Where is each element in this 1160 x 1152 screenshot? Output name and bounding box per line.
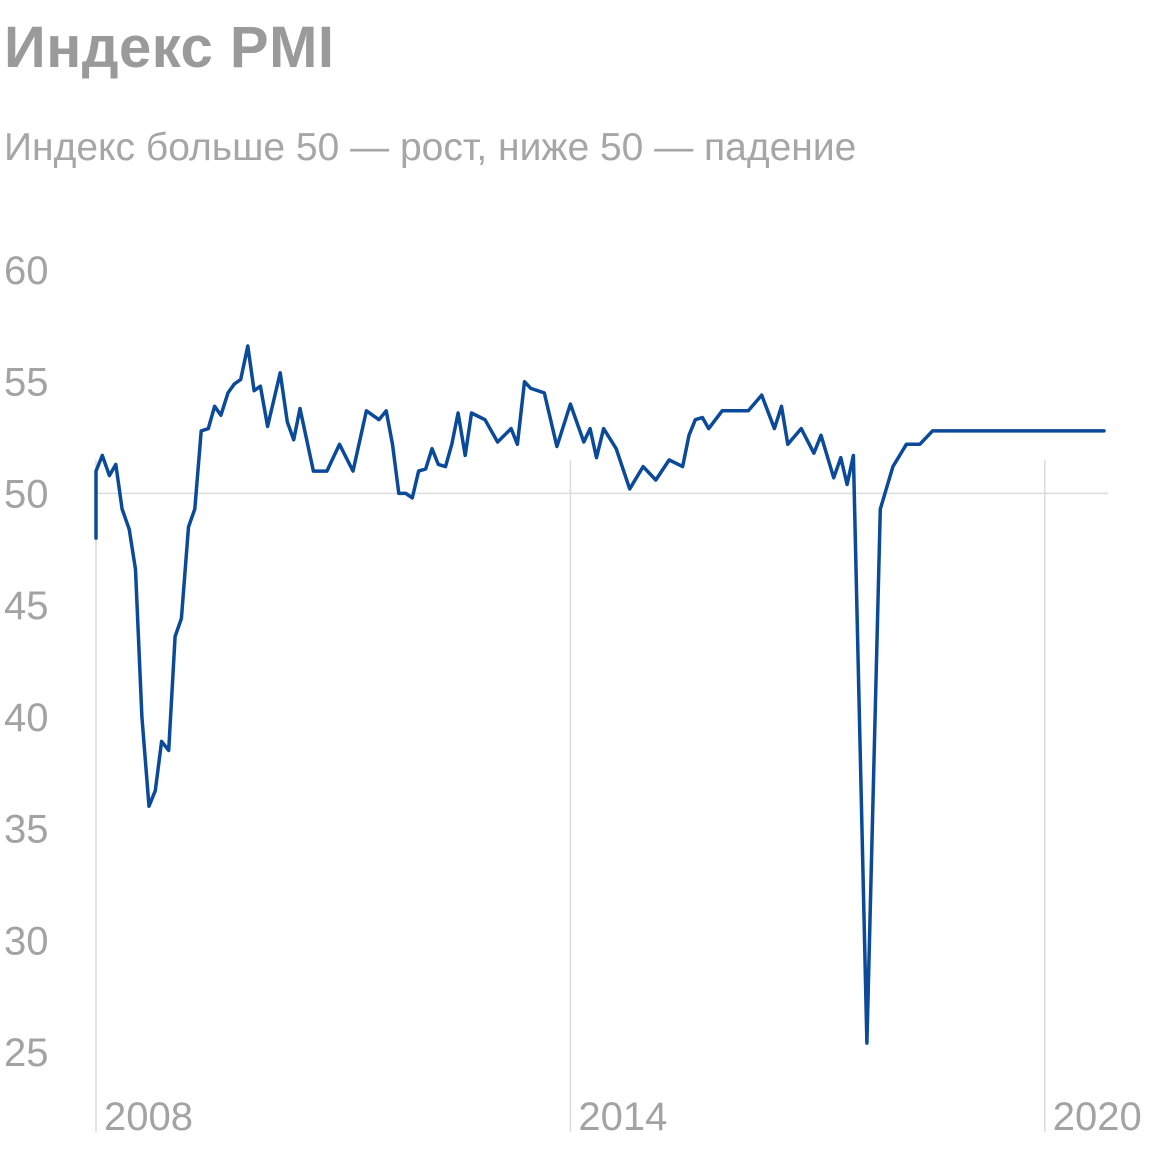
y-tick-label-35: 35 xyxy=(4,808,49,852)
x-tick-label-2008: 2008 xyxy=(104,1095,193,1139)
x-tick-label-2020: 2020 xyxy=(1053,1095,1142,1139)
y-axis: 25 30 35 40 45 50 55 60 xyxy=(4,249,49,1075)
y-tick-label-30: 30 xyxy=(4,919,49,963)
chart-subtitle: Индекс больше 50 — рост, ниже 50 — паден… xyxy=(4,126,857,169)
y-tick-label-50: 50 xyxy=(4,472,49,516)
y-tick-label-60: 60 xyxy=(4,249,49,293)
series-line-0 xyxy=(94,344,1106,1045)
series-layer xyxy=(94,344,1106,1045)
chart-title: Индекс PMI xyxy=(4,15,335,80)
x-tick-label-2014: 2014 xyxy=(578,1095,667,1139)
y-tick-label-45: 45 xyxy=(4,584,49,628)
y-tick-label-55: 55 xyxy=(4,361,49,405)
x-axis: 2008 2014 2020 xyxy=(95,460,1142,1139)
y-tick-label-40: 40 xyxy=(4,696,49,740)
y-tick-label-25: 25 xyxy=(4,1031,49,1075)
